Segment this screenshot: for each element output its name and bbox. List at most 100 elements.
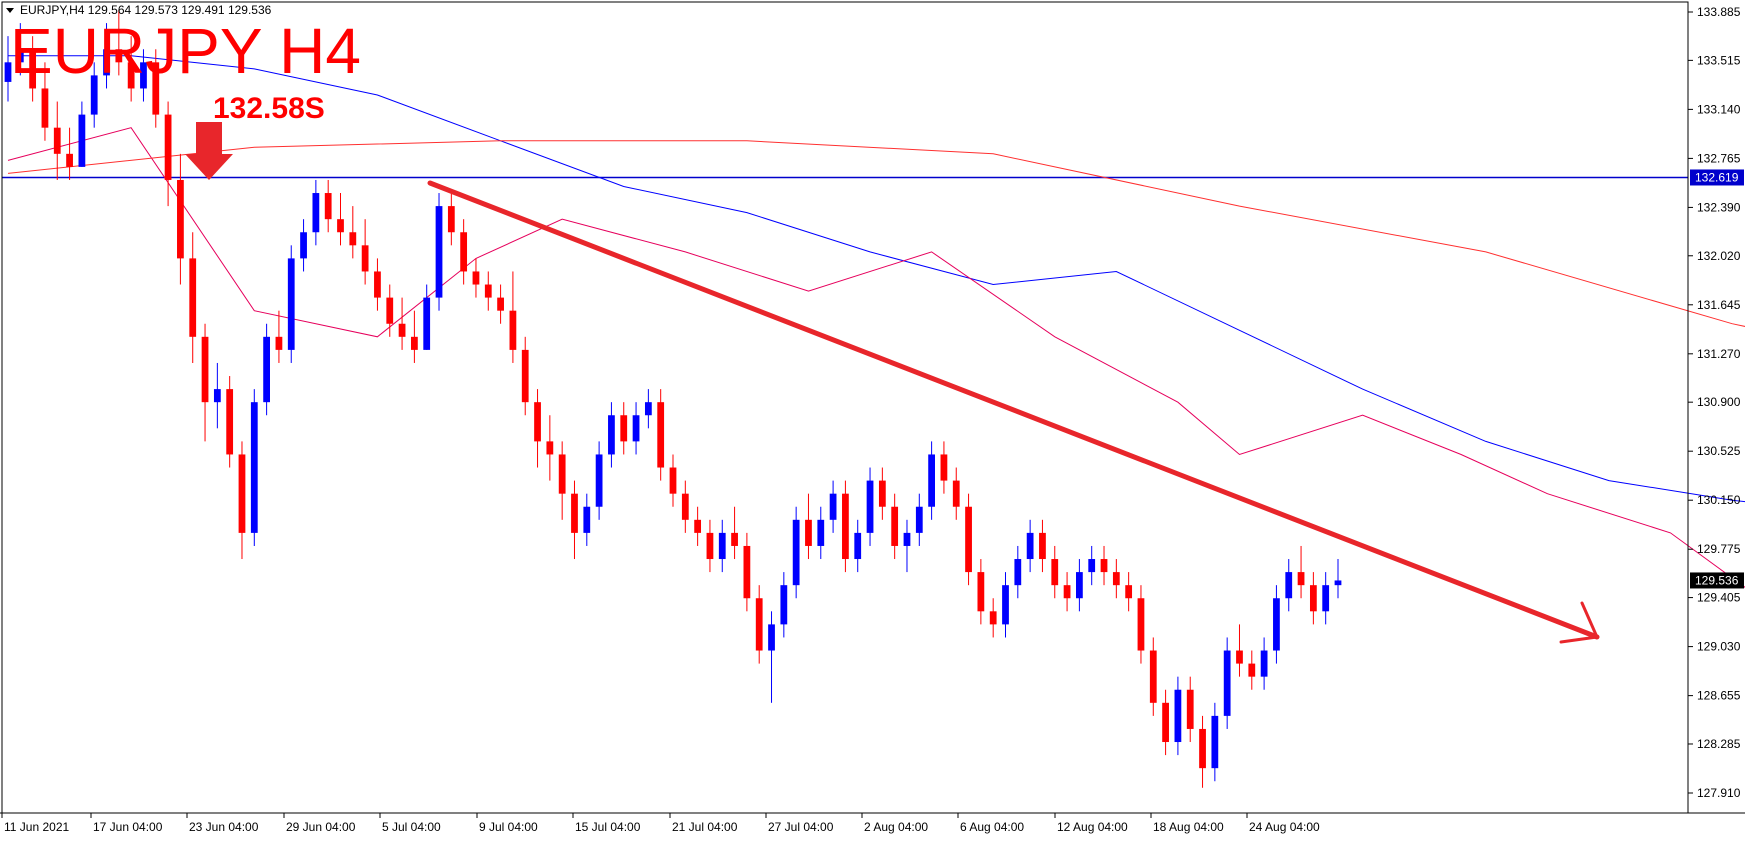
candle-up <box>213 389 221 403</box>
candle-down <box>571 493 578 533</box>
candle-down <box>497 297 504 311</box>
y-tick-label: 132.020 <box>1697 249 1741 263</box>
x-tick-label: 5 Jul 04:00 <box>382 820 441 834</box>
candle-down <box>1137 598 1145 651</box>
candle-down <box>1186 689 1194 729</box>
candle-down <box>374 271 381 298</box>
candle-up <box>608 415 615 455</box>
candle-down <box>398 323 406 337</box>
x-tick-label: 2 Aug 04:00 <box>864 820 928 834</box>
candle-down <box>989 611 997 625</box>
candle-up <box>866 480 874 533</box>
candle-up <box>1076 572 1083 599</box>
candle-up <box>16 49 24 63</box>
candle-down <box>386 297 394 324</box>
candle-down <box>460 232 468 272</box>
candle-down <box>1149 650 1157 703</box>
y-tick-label: 127.910 <box>1697 786 1741 800</box>
x-tick-label: 24 Aug 04:00 <box>1249 820 1320 834</box>
candle-up <box>644 402 652 416</box>
candle-up <box>1002 585 1009 625</box>
candle-down <box>1236 650 1243 664</box>
y-tick-label: 132.765 <box>1697 151 1741 165</box>
symbol-header: EURJPY,H4 129.564 129.573 129.491 129.53… <box>20 3 272 17</box>
candle-down <box>472 271 480 285</box>
candle-down <box>349 232 357 246</box>
candle-down <box>1100 559 1108 573</box>
trend-arrow-head <box>1559 601 1599 644</box>
level-label: 132.58S <box>213 92 325 125</box>
y-tick-label: 133.515 <box>1697 53 1741 67</box>
y-tick-label: 129.405 <box>1697 591 1741 605</box>
candle-down <box>1309 585 1317 612</box>
candle-up <box>4 62 12 82</box>
candle-up <box>1026 532 1034 560</box>
candle-down <box>891 506 899 546</box>
y-tick-label: 131.270 <box>1697 347 1741 361</box>
candle-down <box>1063 585 1071 599</box>
y-tick-label: 132.390 <box>1697 200 1741 214</box>
candle-down <box>731 532 738 546</box>
y-tick-label: 129.775 <box>1697 542 1741 556</box>
candle-up <box>817 519 825 546</box>
trend-line <box>427 180 1600 640</box>
candle-up <box>140 62 147 89</box>
candle-up <box>792 519 800 586</box>
candle-down <box>53 127 61 154</box>
candle-down <box>657 402 665 468</box>
price-marker-box <box>1690 169 1744 186</box>
candle-up <box>928 454 935 507</box>
candle-down <box>201 336 209 403</box>
candle-down <box>324 193 332 220</box>
candle-down <box>275 336 283 350</box>
candle-down <box>694 519 702 533</box>
y-tick-label: 133.140 <box>1697 102 1741 116</box>
candle-up <box>1014 559 1022 586</box>
candle-down <box>521 349 529 403</box>
candle-down <box>238 454 246 533</box>
candle-down <box>965 506 972 573</box>
price-marker-label: 129.536 <box>1695 573 1739 587</box>
y-tick-label: 130.900 <box>1697 395 1741 409</box>
candle-down <box>669 467 677 494</box>
y-tick-label: 128.285 <box>1697 737 1741 751</box>
moving-average-line <box>7 127 1745 588</box>
candle-down <box>447 206 455 233</box>
candle-down <box>337 219 344 233</box>
x-tick-label: 15 Jul 04:00 <box>575 820 641 834</box>
candle-up <box>1322 585 1330 612</box>
candle-up <box>423 297 431 350</box>
candle-up <box>583 506 591 533</box>
chart-title-overlay: EURJPY H4 <box>10 15 361 87</box>
candle-up <box>90 75 98 115</box>
candle-down <box>1297 572 1305 586</box>
candle-down <box>706 532 714 560</box>
candle-down <box>509 310 517 350</box>
candle-up <box>768 624 775 651</box>
x-tick-label: 9 Jul 04:00 <box>479 820 538 834</box>
price-marker-box <box>1690 572 1744 589</box>
candle-down <box>29 49 37 89</box>
x-tick-label: 23 Jun 04:00 <box>189 820 259 834</box>
candle-down <box>1039 532 1046 560</box>
x-tick-label: 11 Jun 2021 <box>4 820 69 834</box>
candle-up <box>1334 580 1342 586</box>
y-tick-label: 133.885 <box>1697 5 1741 19</box>
candle-down <box>805 519 812 546</box>
candle-up <box>903 532 911 546</box>
candle-down <box>558 454 566 494</box>
candle-down <box>152 62 160 115</box>
candle-down <box>164 114 172 180</box>
candle-down <box>1125 585 1133 599</box>
candle-down <box>620 415 628 442</box>
candle-up <box>1211 715 1219 769</box>
y-tick-label: 131.645 <box>1697 298 1741 312</box>
x-tick-label: 29 Jun 04:00 <box>286 820 356 834</box>
candle-down <box>189 258 197 337</box>
candle-down <box>177 179 184 259</box>
y-tick-label: 128.655 <box>1697 689 1741 703</box>
candle-up <box>263 336 270 403</box>
candle-up <box>1174 689 1182 743</box>
